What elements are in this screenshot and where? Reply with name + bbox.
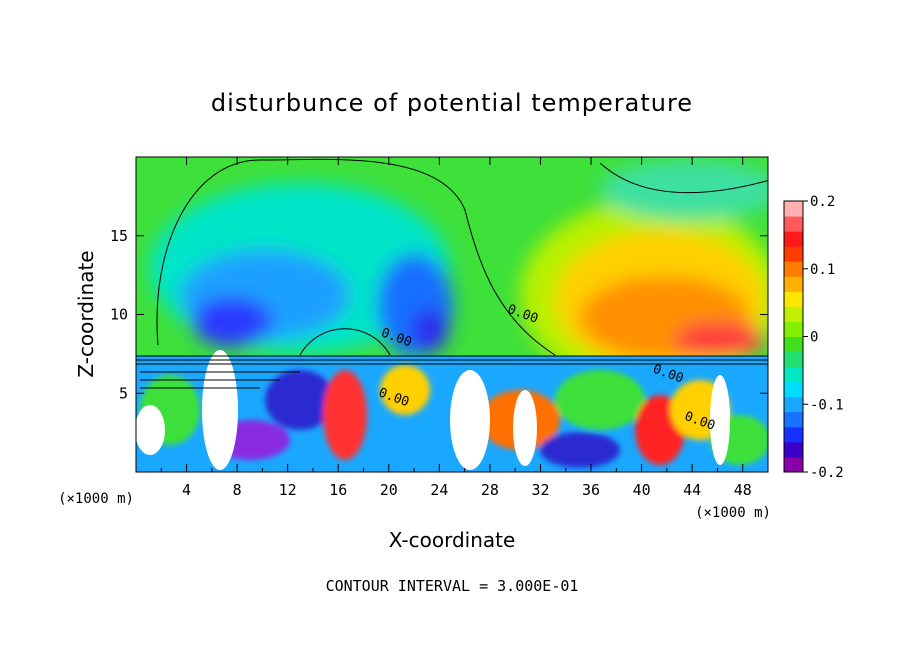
x-tick-label: 48 [734,481,752,499]
x-unit-label: (×1000 m) [695,505,771,521]
colorbar-segment [784,276,803,292]
colorbar-segment [784,366,803,383]
colorbar-segment [784,411,803,428]
z-unit-label: (×1000 m) [58,491,134,507]
y-tick-label: 10 [110,306,128,324]
colorbar-segment [784,246,803,262]
colorbar-tick-label: 0 [810,330,818,346]
x-tick-label: 16 [329,481,347,499]
colorbar-segment [784,456,803,473]
contour-interval-footer: CONTOUR INTERVAL = 3.000E-01 [326,577,579,595]
colorbar-segment [784,291,803,307]
colorbar-tick-label: 0.2 [810,194,835,210]
x-tick-label: 8 [233,481,242,499]
colorbar-segment [784,321,803,337]
colorbar-segment [784,396,803,413]
y-axis: 5 10 15 [110,227,768,402]
colorbar-segment [784,201,803,217]
colorbar-segment [784,336,803,353]
y-tick-label: 15 [110,227,128,245]
x-axis-label: X-coordinate [389,528,516,552]
colorbar-tick-label: 0.1 [810,262,835,278]
x-tick-label: 12 [279,481,297,499]
colorbar-segment [784,231,803,247]
x-tick-label: 32 [531,481,549,499]
x-tick-label: 40 [633,481,651,499]
y-tick-label: 5 [119,384,128,402]
colorbar-segment [784,216,803,232]
x-tick-label: 24 [430,481,448,499]
colorbar-segment [784,426,803,443]
y-axis-label: Z-coordinate [74,250,98,377]
x-tick-label: 36 [582,481,600,499]
heatmap-field [136,157,768,472]
colorbar-segment [784,261,803,277]
colorbar-segment [784,351,803,368]
colorbar-tick-label: -0.2 [810,465,844,481]
x-tick-label: 28 [481,481,499,499]
x-axis: 4 8 12 16 20 24 28 32 36 40 44 48 [160,157,752,499]
x-tick-label: 4 [182,481,191,499]
colorbar-segment [784,381,803,398]
colorbar-tick-label: -0.1 [810,397,844,413]
chart-title: disturbunce of potential temperature [211,89,693,117]
colorbar: 0.2 0.1 0 -0.1 -0.2 [783,194,844,481]
x-tick-label: 44 [683,481,701,499]
colorbar-segment [784,441,803,458]
colorbar-segment [784,306,803,322]
x-tick-label: 20 [380,481,398,499]
